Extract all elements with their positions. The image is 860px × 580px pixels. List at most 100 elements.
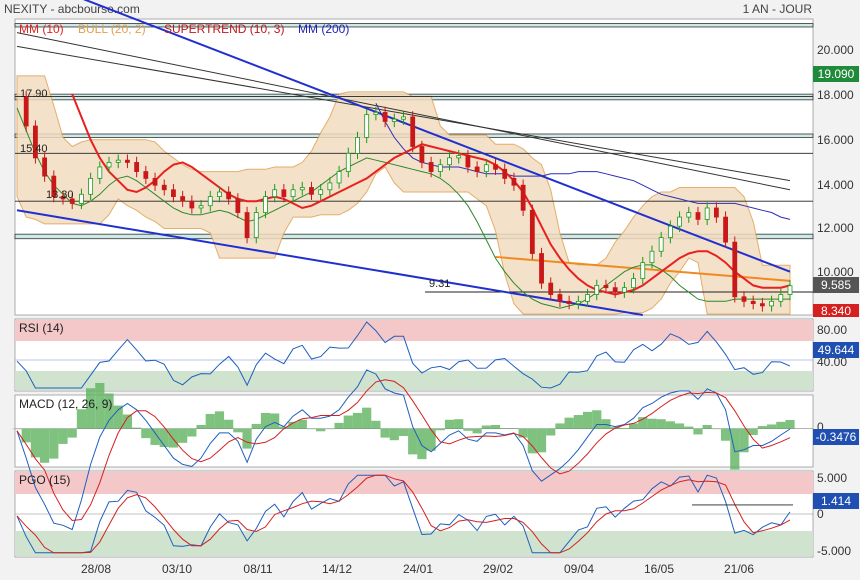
macd-histogram-bar <box>214 411 225 429</box>
legend: MM (10) BULL (20, 2) SUPERTREND (10, 3) … <box>19 22 349 36</box>
candle-body <box>244 212 250 238</box>
macd-histogram-bar <box>454 419 464 429</box>
macd-histogram-bar <box>536 428 547 453</box>
macd-histogram-bar <box>150 428 160 445</box>
candle-body <box>189 200 195 209</box>
macd-histogram-bar <box>665 421 675 429</box>
last-price-text: 9.585 <box>821 278 851 292</box>
candle-body <box>741 296 747 302</box>
trend-line-blue-lower <box>16 209 643 316</box>
price-tick: 14.000 <box>817 178 854 192</box>
candle-body <box>79 193 84 204</box>
candle-body <box>60 196 66 200</box>
macd-histogram-bar <box>67 428 77 438</box>
macd-histogram-bar <box>463 428 473 431</box>
candle-body <box>327 182 333 191</box>
candle-body <box>437 164 443 172</box>
macd-histogram-bar <box>472 428 482 434</box>
candle-body <box>493 164 498 170</box>
macd-histogram-bar <box>306 428 317 430</box>
macd-histogram-bar <box>693 428 703 435</box>
macd-histogram-bar <box>509 428 519 429</box>
candle-body <box>677 216 682 227</box>
candle-body <box>529 209 535 254</box>
candle-body <box>33 125 38 159</box>
candle-body <box>667 225 673 238</box>
macd-histogram-bar <box>592 410 602 429</box>
support-zone <box>14 23 814 28</box>
support-zone <box>14 233 814 240</box>
macd-histogram-bar <box>555 423 565 429</box>
macd-histogram-bar <box>30 428 41 458</box>
candle-body <box>299 187 305 191</box>
macd-histogram-bar <box>546 428 556 436</box>
macd-tick-0: 0 <box>817 420 824 434</box>
macd-histogram-bar <box>702 424 712 429</box>
pgo-lower-zone <box>15 531 813 556</box>
level-label-13-30: 13.30 <box>46 189 74 201</box>
rsi-value-badge: 49.644 <box>813 342 859 358</box>
mm200-line <box>375 102 791 220</box>
macd-histogram-bar <box>334 422 344 429</box>
rsi-oversold-zone <box>15 371 813 390</box>
rsi-overbought-zone <box>15 320 813 341</box>
macd-histogram-bar <box>647 418 657 429</box>
level-label-17-90: 17.90 <box>20 88 48 100</box>
rsi-title: RSI (14) <box>19 321 64 335</box>
low-badge: 8.340 <box>813 304 859 318</box>
level-label-9-31: 9.31 <box>429 278 450 290</box>
pgo-line <box>16 474 791 554</box>
candle-body <box>217 191 222 198</box>
x-axis: 28/08 03/10 08/11 14/12 24/01 29/02 09/0… <box>81 562 754 576</box>
candle-body <box>355 136 360 154</box>
candle-body <box>161 184 167 191</box>
candle-body <box>704 207 710 220</box>
macd-histogram-bar <box>49 428 59 459</box>
macd-histogram-bar <box>187 428 197 437</box>
price-tick: 12.000 <box>817 221 854 235</box>
macd-histogram-bar <box>159 428 169 448</box>
candle-body <box>557 294 563 302</box>
legend-mm10: MM (10) <box>19 22 64 36</box>
macd-histogram-bar <box>233 428 243 433</box>
macd-histogram-bar <box>711 428 721 430</box>
macd-histogram-bar <box>785 419 795 429</box>
price-axis: 20.000 18.000 16.000 14.000 12.000 10.00… <box>817 43 854 279</box>
macd-histogram-bar <box>582 411 593 429</box>
macd-histogram-bar <box>527 428 537 454</box>
candle-body <box>152 177 158 186</box>
candle-body <box>410 116 416 147</box>
pgo-tick-5: 5.000 <box>817 471 847 485</box>
candle-body <box>428 162 434 172</box>
pgo-signal-line <box>16 474 791 554</box>
macd-histogram-bar <box>776 421 786 429</box>
high-badge: 19.090 <box>813 66 859 82</box>
candle-body <box>658 237 664 252</box>
candle-body <box>125 159 130 163</box>
rsi-tick-40: 40.00 <box>817 355 847 369</box>
macd-histogram-bar <box>435 428 445 431</box>
pgo-tick-neg5: -5.000 <box>817 544 851 558</box>
macd-histogram-bar <box>444 419 455 429</box>
macd-histogram-bar <box>573 415 583 429</box>
candle-body <box>401 116 406 120</box>
macd-histogram-bar <box>251 423 261 429</box>
candle-body <box>88 177 94 195</box>
candle-body <box>309 187 314 195</box>
x-tick: 14/12 <box>322 562 352 576</box>
candle-body <box>474 166 480 172</box>
mm10-line <box>71 93 791 296</box>
macd-histogram-bar <box>500 428 510 429</box>
macd-histogram-bar <box>21 428 31 443</box>
candle-body <box>180 196 186 202</box>
candle-body <box>69 198 75 204</box>
macd-histogram-bar <box>619 428 629 429</box>
pgo-title: PGO (15) <box>19 473 70 487</box>
candle-body <box>649 250 655 264</box>
macd-histogram-bar <box>270 413 280 429</box>
chart-symbol: NEXITY <box>4 2 47 16</box>
macd-histogram-bar <box>371 420 381 429</box>
macd-histogram-bar <box>95 382 105 429</box>
candle-body <box>483 164 489 172</box>
